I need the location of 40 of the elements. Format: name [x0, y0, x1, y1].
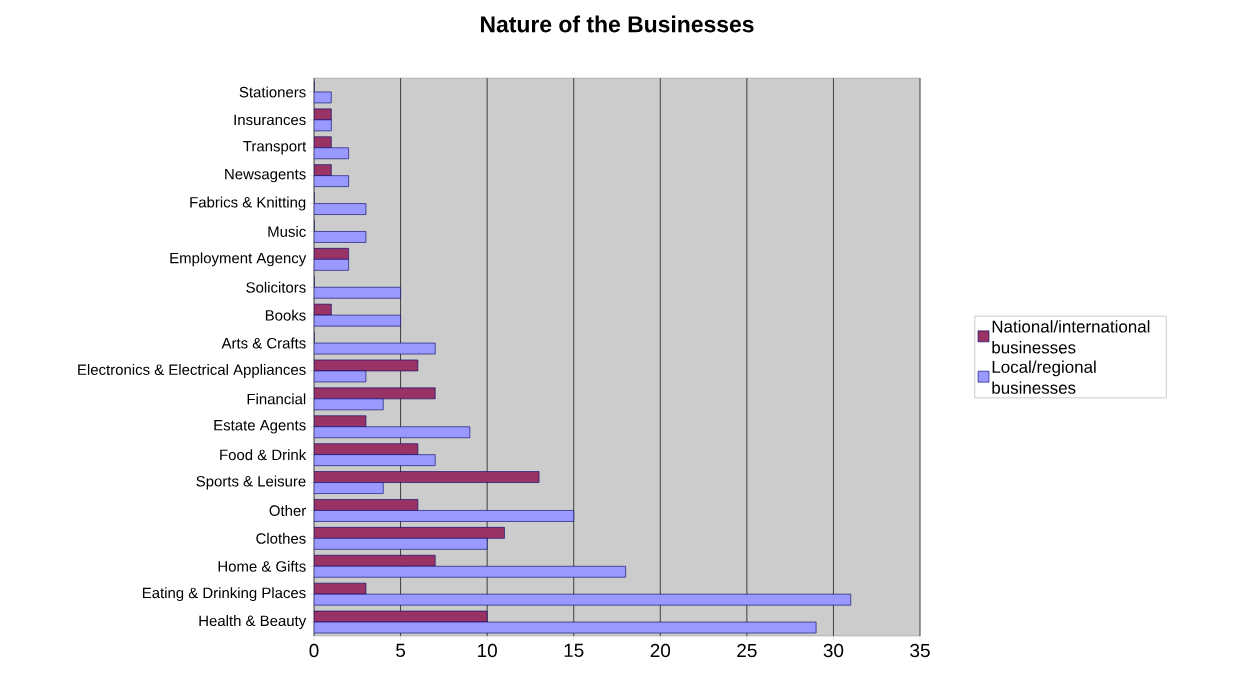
- y-tick-label: Music: [268, 225, 306, 237]
- y-tick-label: Sports & Leisure: [196, 475, 306, 490]
- bar: [314, 565, 626, 578]
- chart-title: Nature of the Businesses: [481, 15, 754, 33]
- x-tick-label: 20: [650, 643, 671, 658]
- y-tick-label: Solicitors: [246, 281, 306, 293]
- legend-label: Local/regional businesses: [992, 360, 1096, 394]
- bar: [314, 554, 436, 567]
- y-tick-label: Fabrics & Knitting: [190, 196, 306, 211]
- bar: [314, 426, 471, 439]
- y-tick-label: Insurances: [234, 114, 306, 126]
- y-tick-label: Clothes: [256, 532, 306, 544]
- bar: [314, 510, 575, 522]
- y-tick-label: Transport: [243, 141, 307, 155]
- y-tick-label: Estate Agents: [214, 420, 306, 434]
- y-tick-label: Financial: [247, 393, 306, 405]
- y-tick-label: Stationers: [239, 86, 306, 98]
- legend-label: National/international businesses: [992, 320, 1150, 354]
- y-tick-label: Arts & Crafts: [221, 337, 306, 349]
- x-tick-label: 10: [478, 643, 497, 658]
- bar: [314, 538, 488, 550]
- x-tick-label: 35: [910, 643, 930, 658]
- x-tick-label: 25: [737, 643, 757, 658]
- x-tick-label: 5: [396, 643, 406, 657]
- y-tick-label: Other: [269, 504, 306, 516]
- bar: [314, 527, 505, 539]
- y-tick-label: Food & Drink: [220, 449, 307, 461]
- bar: [314, 471, 540, 483]
- bar: [314, 593, 852, 606]
- y-tick-label: Eating & Drinking Places: [142, 587, 306, 602]
- y-tick-label: Employment Agency: [170, 252, 307, 267]
- bar: [314, 454, 436, 466]
- x-tick-label: 30: [823, 643, 844, 658]
- x-tick-label: 0: [309, 643, 319, 658]
- y-tick-label: Home & Gifts: [218, 560, 306, 572]
- y-tick-label: Health & Beauty: [199, 615, 307, 630]
- y-tick-label: Electronics & Electrical Appliances: [78, 363, 306, 378]
- y-tick-label: Newsagents: [225, 168, 306, 183]
- x-tick-label: 15: [564, 643, 584, 657]
- y-tick-label: Books: [265, 309, 306, 321]
